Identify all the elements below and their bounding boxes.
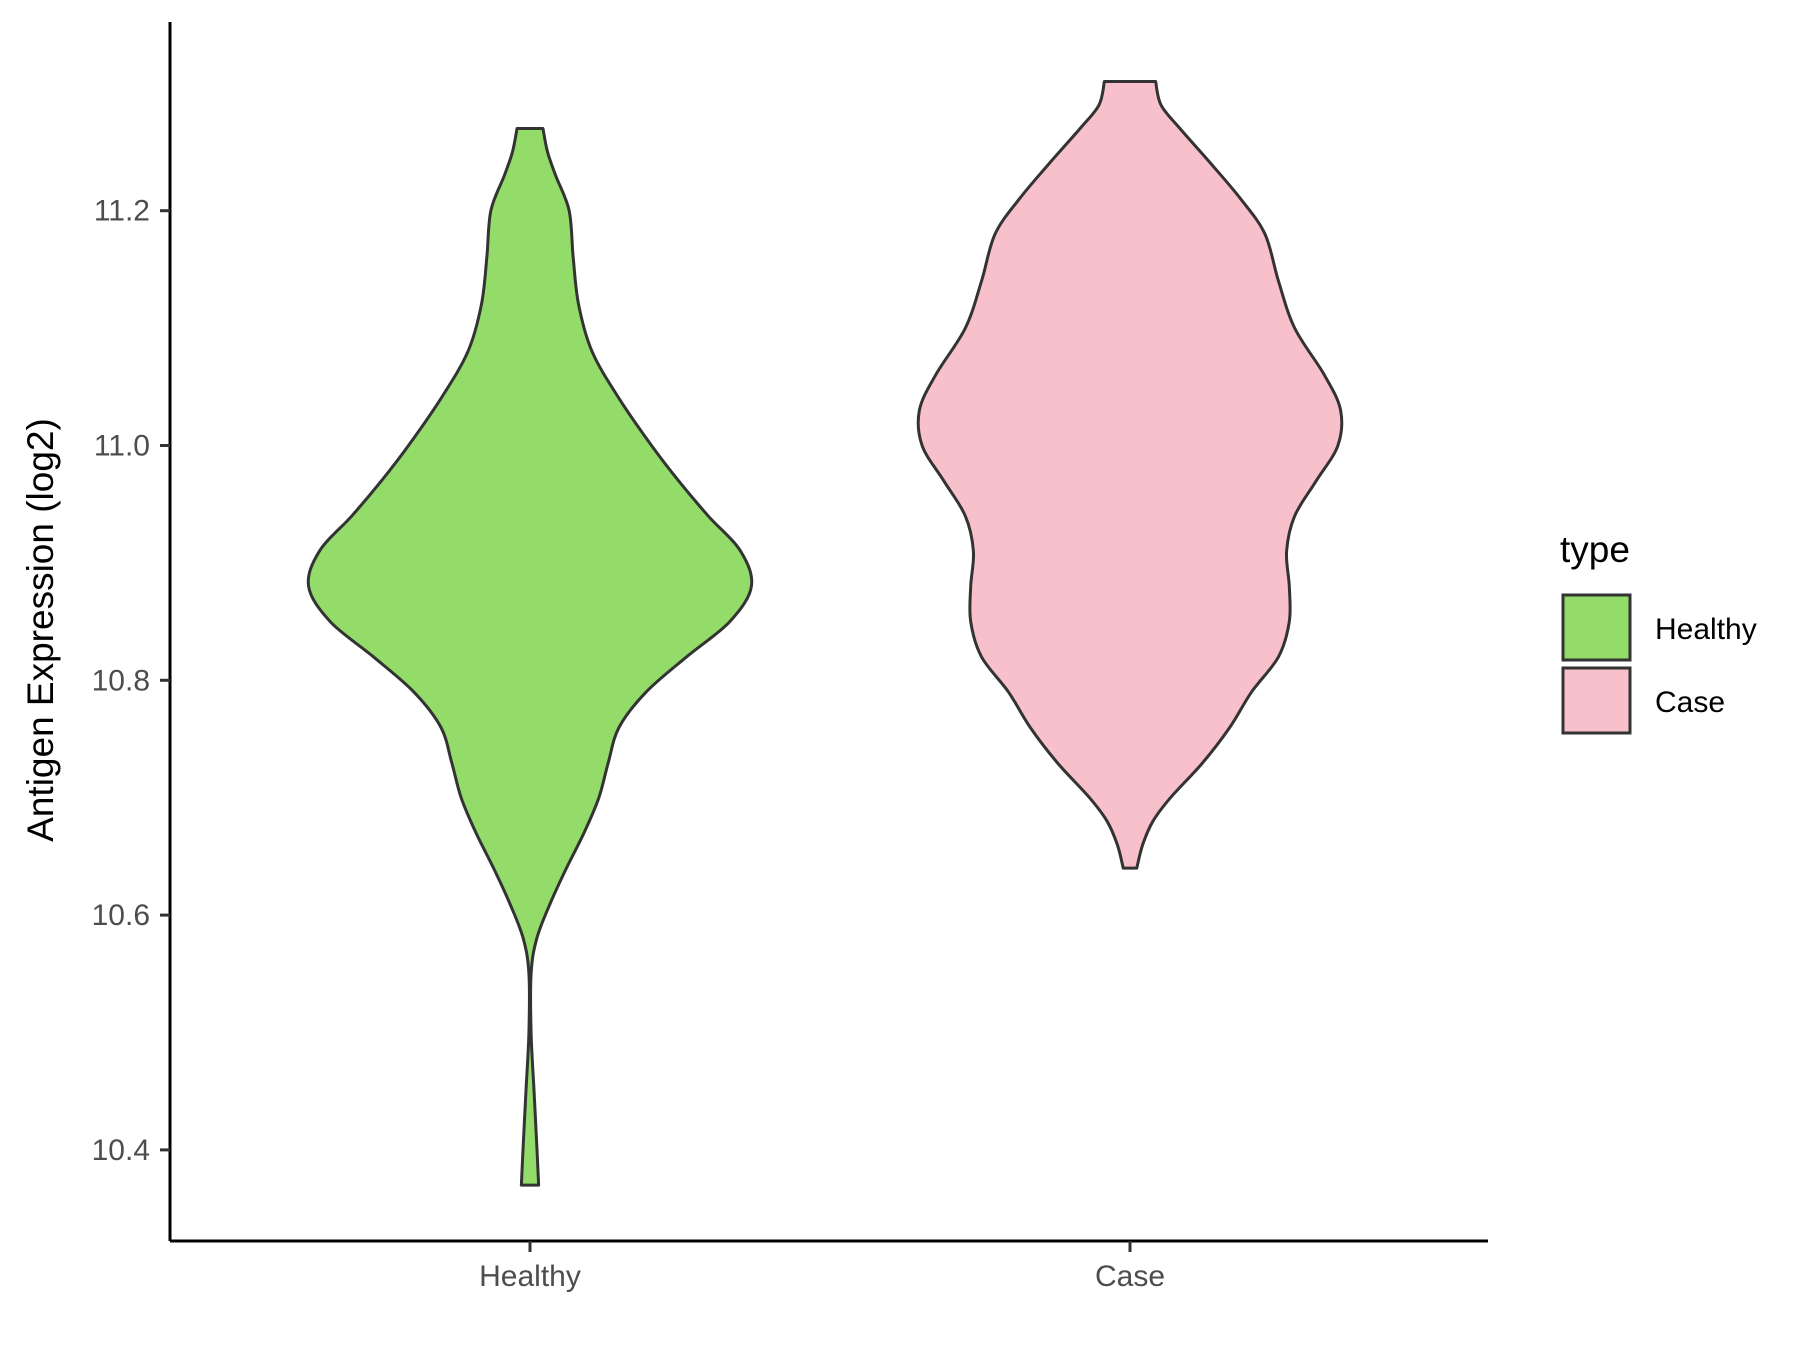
legend-label-healthy: Healthy <box>1655 613 1757 646</box>
y-tick-label: 10.8 <box>92 664 150 697</box>
x-ticks: Healthy Case <box>479 1241 1165 1293</box>
y-tick-label: 11.0 <box>94 430 150 463</box>
violin-case <box>916 80 1344 870</box>
y-ticks: 10.4 10.6 10.8 11.0 11.2 <box>92 195 170 1167</box>
y-tick-label: 11.2 <box>94 195 150 228</box>
legend-key-case <box>1561 666 1632 735</box>
violins-layer <box>306 80 1344 1187</box>
x-tick-label: Case <box>1095 1260 1165 1293</box>
legend-key-healthy <box>1561 593 1632 662</box>
legend-label-case: Case <box>1655 686 1725 719</box>
y-tick-label: 10.4 <box>92 1134 150 1167</box>
y-axis-title: Antigen Expression (log2) <box>20 418 61 842</box>
x-tick-label: Healthy <box>479 1260 581 1293</box>
legend-title: type <box>1560 529 1630 570</box>
y-tick-label: 10.6 <box>92 899 150 932</box>
legend: type Healthy Case <box>1560 529 1757 735</box>
violin-healthy <box>306 127 754 1187</box>
